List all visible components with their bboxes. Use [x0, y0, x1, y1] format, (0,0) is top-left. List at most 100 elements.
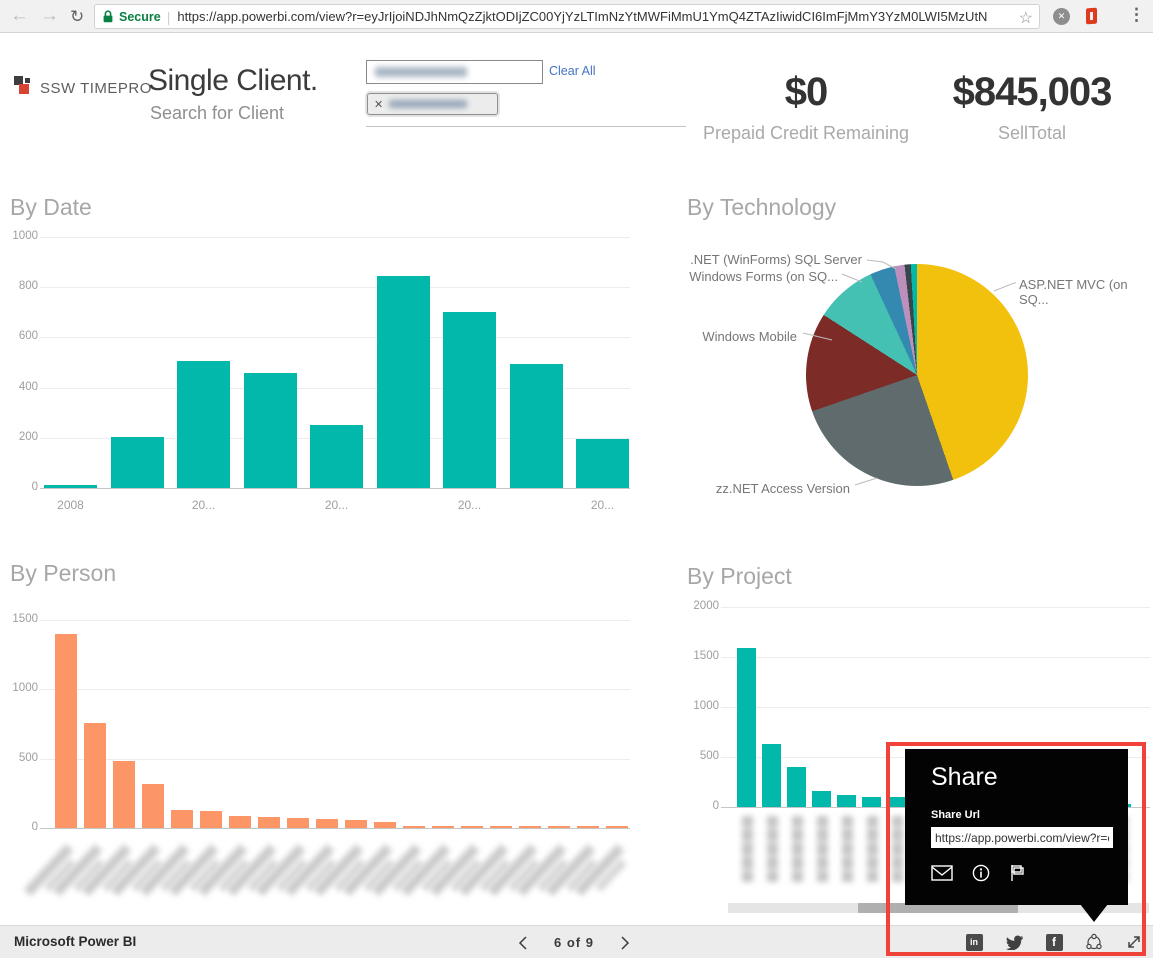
forward-icon[interactable]: → — [40, 5, 59, 26]
y-axis-tick: 200 — [18, 430, 38, 443]
y-axis-tick: 500 — [18, 751, 38, 764]
reload-icon[interactable]: ↻ — [70, 7, 85, 26]
bar[interactable] — [461, 826, 483, 828]
client-search-input[interactable] — [366, 60, 543, 84]
share-url-input[interactable] — [931, 827, 1113, 848]
bar[interactable] — [243, 373, 297, 488]
pie-label-net-winforms: .NET (WinForms) SQL Server — [690, 252, 862, 267]
filter-chip[interactable]: ✕ — [367, 93, 498, 115]
by-technology-title: By Technology — [687, 194, 837, 220]
bar[interactable] — [55, 634, 77, 828]
by-technology-pie[interactable] — [806, 264, 1028, 486]
url-bar[interactable]: Secure | https://app.powerbi.com/view?r=… — [94, 4, 1040, 29]
bar[interactable] — [287, 818, 309, 828]
bar[interactable] — [310, 425, 363, 488]
y-axis-tick: 1000 — [693, 700, 719, 712]
kpi-prepaid-credit: $0 Prepaid Credit Remaining — [696, 70, 916, 144]
linkedin-icon[interactable]: in — [965, 933, 983, 951]
y-axis-tick: 800 — [18, 280, 38, 293]
bar[interactable] — [316, 819, 338, 828]
bar[interactable] — [432, 826, 454, 828]
redacted-chip-text — [389, 100, 468, 108]
twitter-icon[interactable] — [1005, 933, 1023, 951]
kpi-label: SellTotal — [997, 123, 1067, 143]
y-axis-tick: 0 — [31, 481, 38, 493]
bar[interactable] — [229, 816, 251, 828]
bar[interactable] — [509, 364, 563, 488]
scrollbar-thumb[interactable] — [858, 903, 1018, 913]
redacted-search-text — [375, 67, 467, 77]
ssw-logo-icon — [14, 76, 34, 96]
clear-all-link[interactable]: Clear All — [549, 64, 596, 78]
redacted-x-label — [766, 816, 778, 882]
powerbi-brand: Microsoft Power BI — [14, 934, 137, 949]
bookmark-star-icon[interactable]: ☆ — [1014, 8, 1033, 28]
bar[interactable] — [200, 811, 222, 828]
share-url-label: Share Url — [931, 809, 980, 821]
url-text[interactable]: https://app.powerbi.com/view?r=eyJrIjoiN… — [177, 9, 988, 24]
kpi-value: $845,003 — [952, 70, 1113, 114]
bar[interactable] — [577, 826, 599, 828]
email-icon[interactable] — [931, 865, 953, 881]
bar[interactable] — [606, 826, 628, 828]
bar[interactable] — [110, 437, 164, 488]
gridline — [40, 620, 630, 621]
extension-office-icon[interactable] — [1086, 7, 1097, 25]
bar[interactable] — [374, 822, 396, 828]
bar[interactable] — [171, 810, 193, 828]
gridline — [721, 607, 1150, 608]
back-icon[interactable]: ← — [10, 5, 29, 26]
bar[interactable] — [762, 744, 781, 807]
y-axis-tick: 1500 — [12, 613, 38, 625]
lock-icon — [103, 9, 113, 22]
gridline — [40, 689, 630, 691]
pie-label-windows-mobile: Windows Mobile — [702, 329, 797, 344]
flag-icon[interactable] — [1009, 864, 1027, 882]
fullscreen-icon[interactable] — [1125, 933, 1143, 951]
bar[interactable] — [345, 820, 367, 828]
y-axis-tick: 500 — [699, 750, 719, 762]
bar[interactable] — [887, 797, 906, 807]
browser-toolbar: ← → ↻ Secure | https://app.powerbi.com/v… — [0, 0, 1153, 33]
bar[interactable] — [576, 439, 629, 488]
share-icon[interactable] — [1085, 933, 1103, 951]
gridline — [40, 237, 630, 238]
footer-bar: Microsoft Power BI 6 of 9 in f — [0, 925, 1153, 958]
secure-label: Secure — [119, 9, 161, 24]
bar[interactable] — [787, 767, 806, 807]
facebook-icon[interactable]: f — [1045, 933, 1063, 951]
by-project-title: By Project — [687, 563, 792, 589]
bar[interactable] — [837, 795, 856, 807]
horizontal-scrollbar[interactable] — [728, 903, 1149, 913]
url-separator: | — [166, 8, 171, 25]
bar[interactable] — [44, 485, 97, 488]
browser-menu-icon[interactable]: ⋮ — [1128, 5, 1145, 24]
page-indicator: 6 of 9 — [554, 935, 594, 950]
bar[interactable] — [403, 826, 425, 828]
bar[interactable] — [177, 361, 230, 488]
gridline — [721, 707, 1150, 708]
bar[interactable] — [84, 723, 106, 828]
by-date-chart[interactable]: 0 200 400 600 800 1000 2008 20... 20... 20... 20..… — [12, 230, 630, 512]
redacted-x-label — [866, 816, 878, 882]
y-axis-tick: 600 — [18, 330, 38, 343]
bar[interactable] — [862, 797, 881, 807]
next-page-icon[interactable] — [620, 935, 630, 951]
bar[interactable] — [142, 784, 164, 828]
bar[interactable] — [490, 826, 512, 828]
bar[interactable] — [737, 648, 756, 807]
bar[interactable] — [548, 826, 570, 828]
bar[interactable] — [443, 312, 496, 488]
y-axis-tick: 1000 — [12, 682, 38, 695]
extension-shield-icon[interactable]: ✕ — [1053, 8, 1070, 25]
bar[interactable] — [258, 817, 280, 828]
bar[interactable] — [519, 826, 541, 828]
info-icon[interactable] — [972, 864, 990, 882]
bar[interactable] — [812, 791, 831, 807]
bar[interactable] — [376, 276, 430, 488]
by-person-chart[interactable]: 0 500 1000 1500 — [12, 613, 630, 897]
chip-remove-icon[interactable]: ✕ — [374, 98, 384, 111]
bar[interactable] — [113, 761, 135, 828]
pie-label-aspnet-mvc: ASP.NET MVC (on SQ... — [1019, 277, 1128, 307]
prev-page-icon[interactable] — [518, 935, 528, 951]
